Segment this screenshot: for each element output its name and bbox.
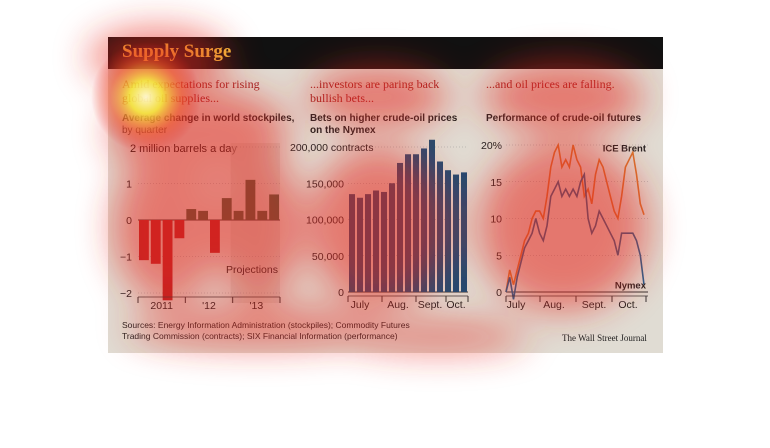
- x-tick-label: Oct.: [446, 299, 465, 311]
- x-tick-label: Oct.: [618, 299, 637, 311]
- panel2-subtitle2: on the Nymex: [310, 125, 376, 136]
- y-tick-label: 5: [496, 250, 502, 262]
- infographic: Supply Surge Amid expectations for risin…: [108, 37, 663, 353]
- bar: [445, 170, 451, 292]
- y-tick-label: 0: [496, 287, 502, 299]
- legend-label-nymex: Nymex: [615, 281, 647, 292]
- y-tick-label: 15: [490, 177, 502, 189]
- y-tick-label: 10: [490, 214, 502, 226]
- x-tick-label: July: [507, 299, 526, 311]
- source-line1: Sources: Energy Information Administrati…: [122, 320, 410, 330]
- source-line2: Trading Commission (contracts); SIX Fina…: [122, 331, 398, 341]
- bar: [461, 172, 467, 292]
- y-tick-label: 20%: [481, 140, 502, 152]
- bar: [453, 174, 459, 292]
- futures-line-chart: 0 5 10 15 20% ICE Brent Nymex July Aug. Sept. Oct.: [481, 140, 648, 311]
- legend-label-brent: ICE Brent: [603, 144, 647, 155]
- credit-label: The Wall Street Journal: [562, 333, 647, 343]
- x-tick-label: Aug.: [543, 299, 565, 311]
- x-tick-label: Sept.: [582, 299, 607, 311]
